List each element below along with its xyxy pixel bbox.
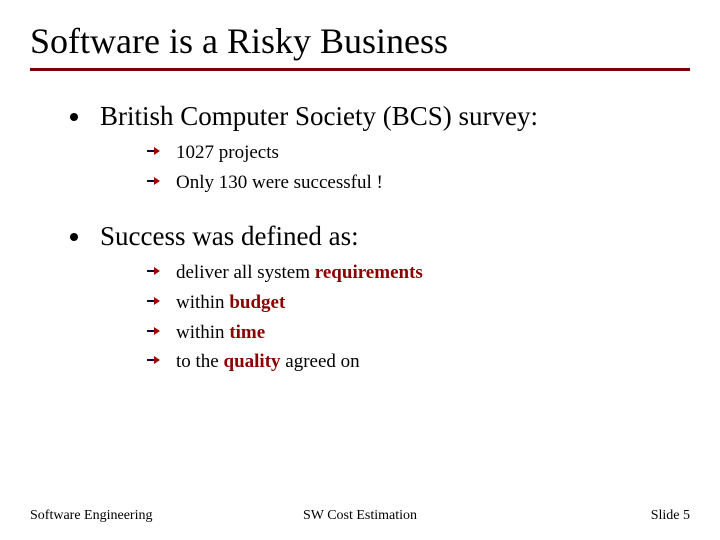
highlight-text: requirements [315, 262, 423, 283]
list-item-level2: Only 130 were successful ! [146, 170, 690, 196]
list-item-level2-text: Only 130 were successful ! [176, 170, 383, 196]
run-text: Only 130 were successful ! [176, 172, 383, 193]
footer-right: Slide 5 [651, 508, 690, 524]
list-item-level2-text: within time [176, 320, 265, 346]
arrow-bullet-icon [146, 174, 160, 193]
highlight-text: quality [224, 351, 281, 372]
list-item-level2: within time [146, 320, 690, 346]
list-item-level2: within budget [146, 290, 690, 316]
list-level2-group: deliver all system requirements within bu… [70, 260, 690, 375]
list-item-level1: British Computer Society (BCS) survey: [70, 99, 690, 134]
footer-center: SW Cost Estimation [303, 508, 417, 524]
run-text: 1027 projects [176, 142, 279, 163]
list-item-level2-text: deliver all system requirements [176, 260, 423, 286]
list-item-level2-text: to the quality agreed on [176, 349, 360, 375]
list-item-level1-text: Success was defined as: [100, 219, 359, 254]
arrow-bullet-icon [146, 294, 160, 313]
dot-bullet-icon [70, 113, 78, 121]
list-item-level2: deliver all system requirements [146, 260, 690, 286]
slide-body: British Computer Society (BCS) survey: 10… [30, 99, 690, 375]
list-item-level2: to the quality agreed on [146, 349, 690, 375]
slide-title: Software is a Risky Business [30, 20, 690, 71]
run-text: to the [176, 351, 224, 372]
list-item-level2-text: 1027 projects [176, 140, 279, 166]
run-text: agreed on [281, 351, 360, 372]
run-text: deliver all system [176, 262, 315, 283]
footer-left: Software Engineering [30, 508, 152, 524]
arrow-bullet-icon [146, 264, 160, 283]
run-text: within [176, 322, 229, 343]
arrow-bullet-icon [146, 144, 160, 163]
list-item-level1: Success was defined as: [70, 219, 690, 254]
slide: Software is a Risky Business British Com… [0, 0, 720, 540]
list-item-level2: 1027 projects [146, 140, 690, 166]
arrow-bullet-icon [146, 353, 160, 372]
run-text: within [176, 292, 229, 313]
slide-footer: Software Engineering SW Cost Estimation … [0, 508, 720, 524]
arrow-bullet-icon [146, 324, 160, 343]
list-item-level2-text: within budget [176, 290, 285, 316]
highlight-text: budget [229, 292, 285, 313]
dot-bullet-icon [70, 233, 78, 241]
list-level2-group: 1027 projects Only 130 were successful ! [70, 140, 690, 195]
list-item-level1-text: British Computer Society (BCS) survey: [100, 99, 538, 134]
highlight-text: time [229, 322, 265, 343]
